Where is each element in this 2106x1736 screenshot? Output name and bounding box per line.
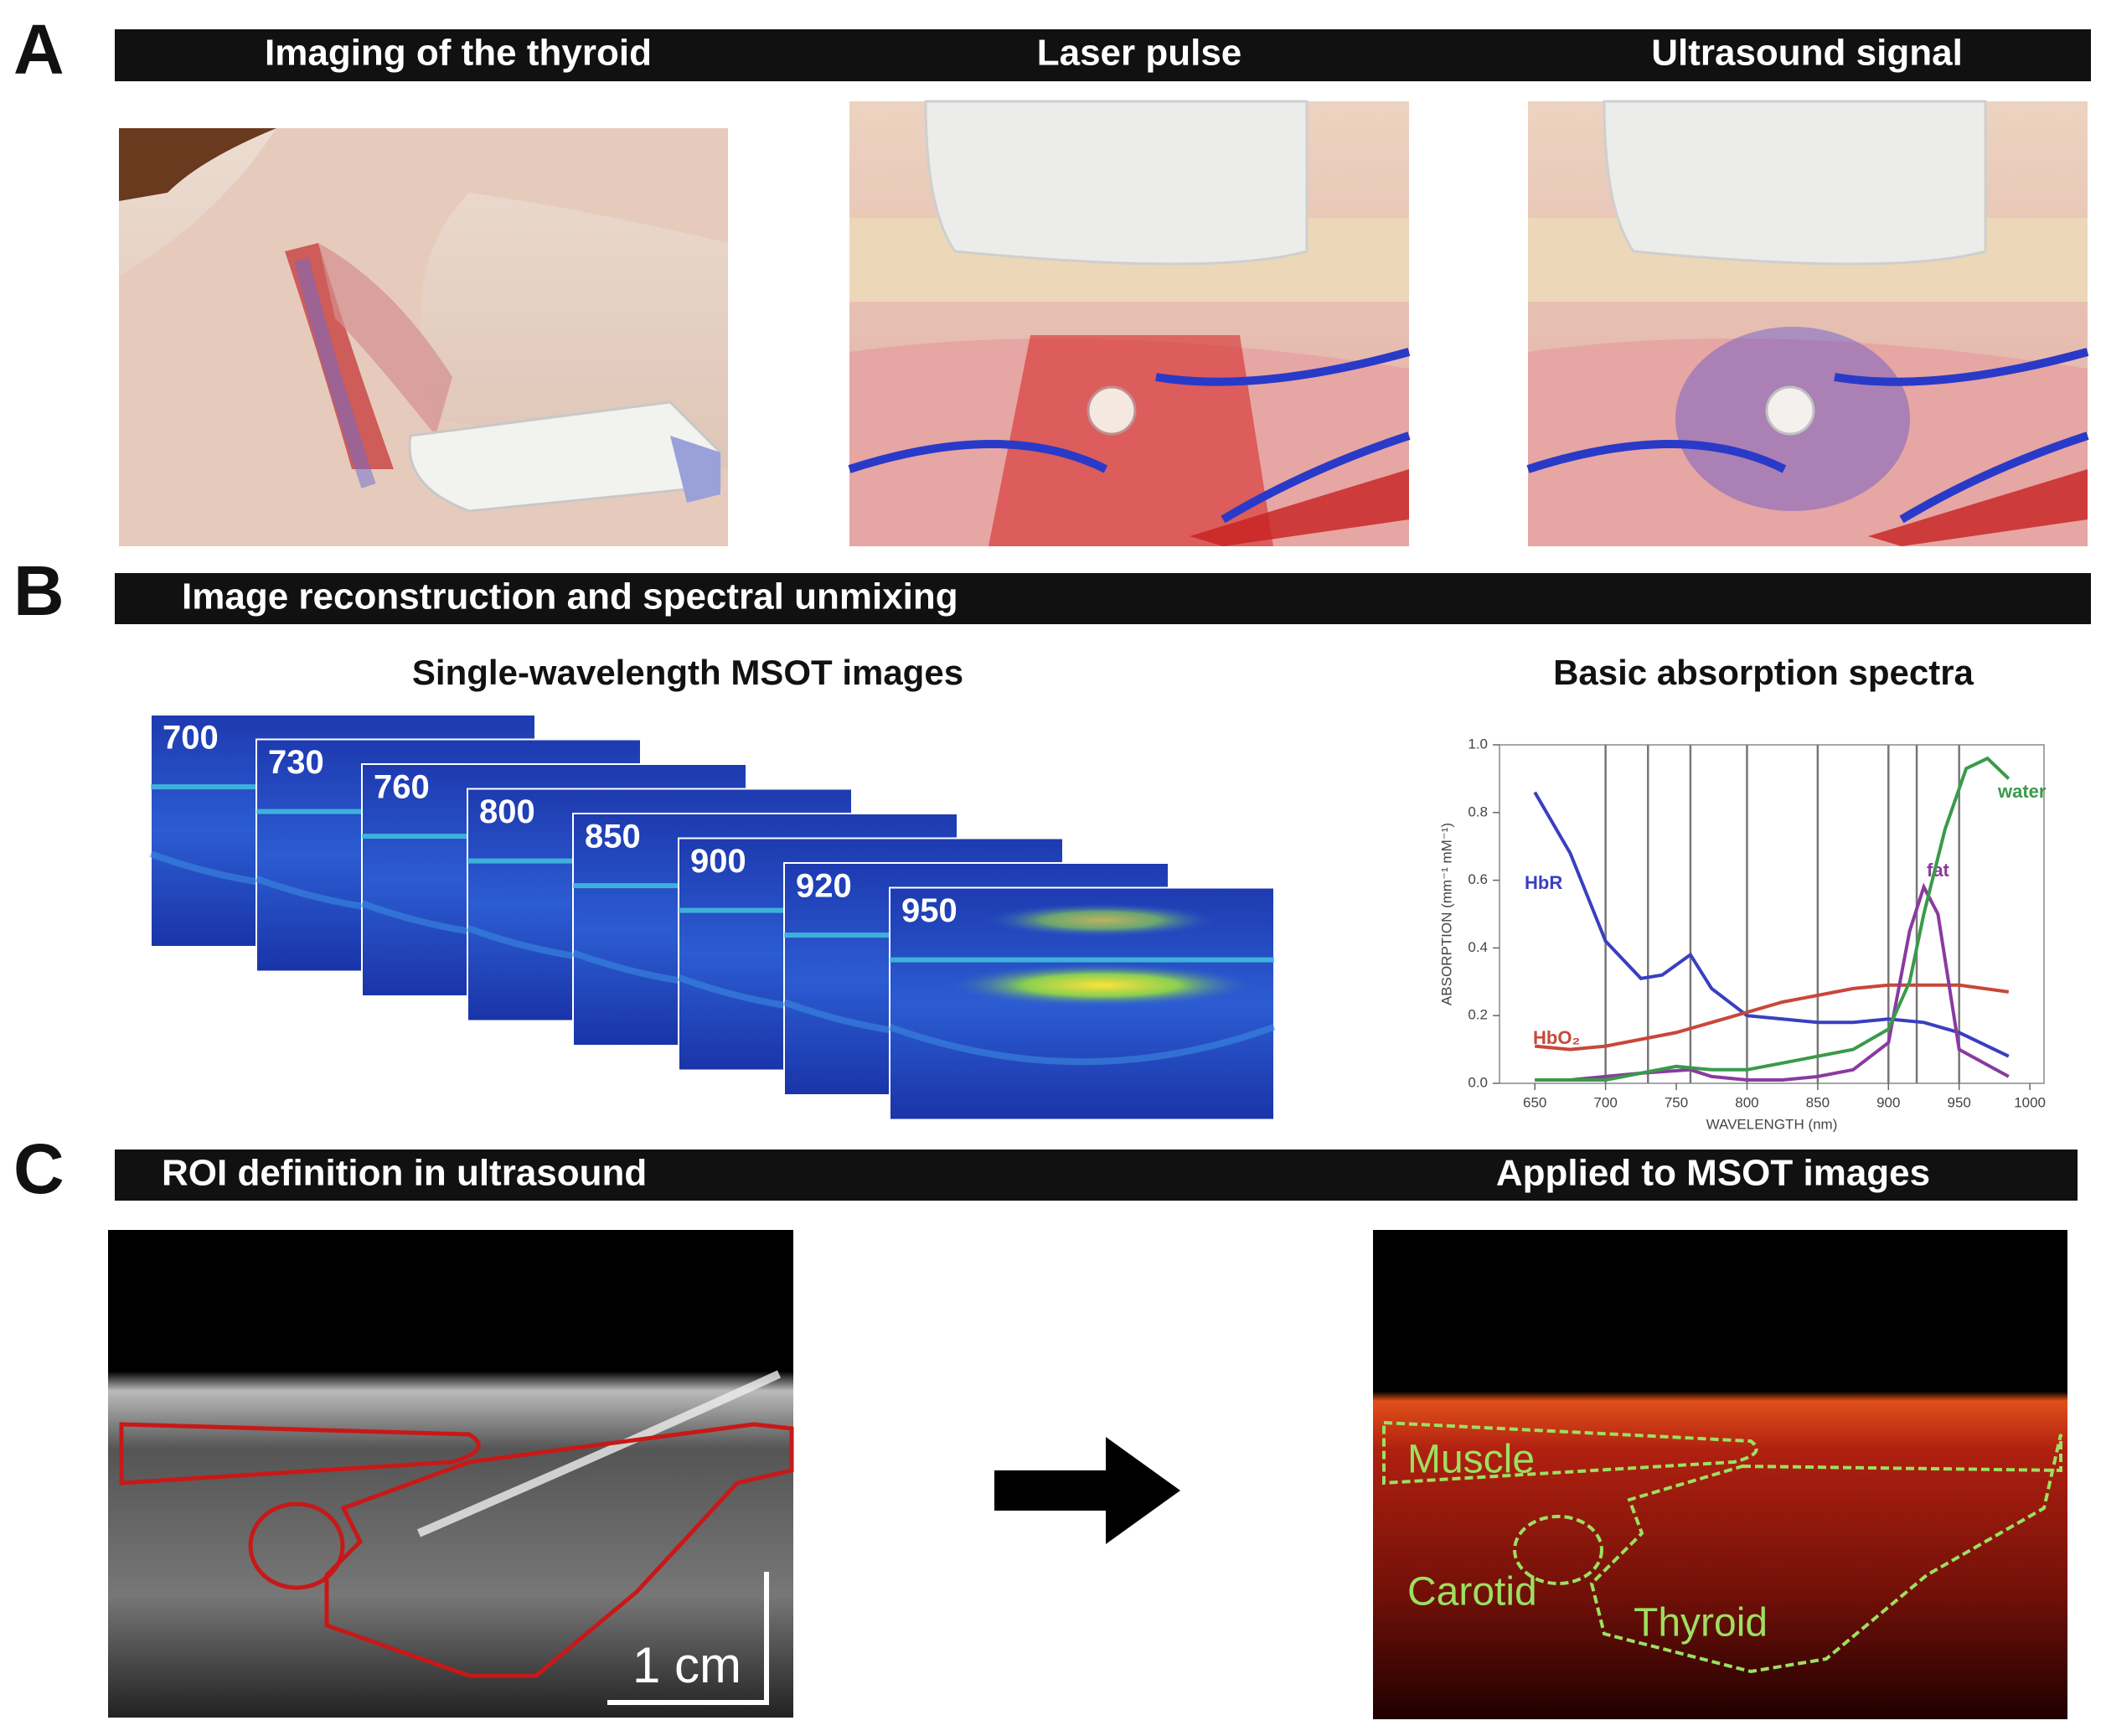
chart-title: Basic absorption spectra [1553,653,1974,692]
header-bar [115,573,2091,624]
x-tick-label: 700 [1593,1094,1617,1110]
panel-header: Ultrasound signal [1651,33,1963,74]
x-tick-label: 750 [1665,1094,1688,1110]
x-axis-label: WAVELENGTH (nm) [1706,1116,1838,1132]
ultrasound-illustration [1526,100,2089,546]
series-label: HbO₂ [1533,1027,1580,1048]
wavelength-label: 950 [901,892,958,929]
roi-label: Carotid [1407,1570,1537,1615]
ultrasound-image: 1 cm [108,1230,794,1718]
panel-header: ROI definition in ultrasound [162,1153,647,1194]
series-label: water [1997,781,2047,802]
y-tick-label: 0.2 [1468,1007,1488,1023]
header-bar [115,1150,2078,1201]
wavelength-label: 730 [268,744,324,781]
x-tick-label: 950 [1948,1094,1971,1110]
msot-stack: 700 730 760 800 850 900 920 950 [149,714,1276,1121]
wavelength-label: 800 [479,793,535,830]
msot-roi-image: Muscle Carotid Thyroid [1373,1230,2067,1719]
y-tick-label: 0.4 [1468,939,1488,955]
panel-subtitle: Single-wavelength MSOT images [412,653,963,692]
panel-header: Imaging of the thyroid [265,33,652,74]
x-tick-label: 850 [1806,1094,1830,1110]
x-tick-label: 800 [1735,1094,1758,1110]
panel-letter: B [13,551,65,630]
panel-header: Image reconstruction and spectral unmixi… [182,576,958,617]
x-tick-label: 1000 [2014,1094,2046,1110]
roi-label: Muscle [1407,1438,1535,1482]
panel-header: Laser pulse [1037,33,1242,74]
msot-hotspot [985,903,1217,938]
header-bar [115,29,2091,81]
series-label: HbR [1525,872,1562,893]
wavelength-label: 850 [585,819,641,855]
absorption-chart: 0.0 0.2 0.4 0.6 0.8 1.0 650 700 750 800 850 900 950 1… [1438,736,2046,1132]
wavelength-label: 900 [690,843,746,880]
series-line [1533,791,2010,1058]
panel-header: Applied to MSOT images [1496,1153,1930,1194]
panel-letter: A [13,10,65,89]
series-line [1535,756,2011,1082]
msot-image: 950 [888,886,1276,1121]
x-tick-label: 650 [1523,1094,1546,1110]
arrow [994,1437,1180,1544]
msot-hotspot [947,963,1256,1007]
y-tick-label: 0.0 [1468,1074,1488,1090]
y-tick-label: 0.6 [1468,871,1488,887]
neck-illustration [119,128,728,546]
series-line [1535,882,2010,1082]
laser-illustration [848,100,1411,546]
x-tick-label: 900 [1876,1094,1900,1110]
wavelength-label: 920 [796,868,852,905]
msot-band [890,957,1274,963]
panel-letter: C [13,1129,65,1208]
msot-band [888,1023,1276,1066]
series-line [1535,983,2010,1051]
y-tick-label: 0.8 [1468,803,1488,819]
roi-label: Thyroid [1634,1601,1768,1646]
wavelength-label: 700 [163,720,219,757]
scale-bar-label: 1 cm [632,1637,741,1693]
wavelength-label: 760 [374,769,430,806]
y-tick-label: 1.0 [1468,736,1488,752]
y-axis-label: ABSORPTION (mm⁻¹ mM⁻¹) [1438,823,1454,1005]
